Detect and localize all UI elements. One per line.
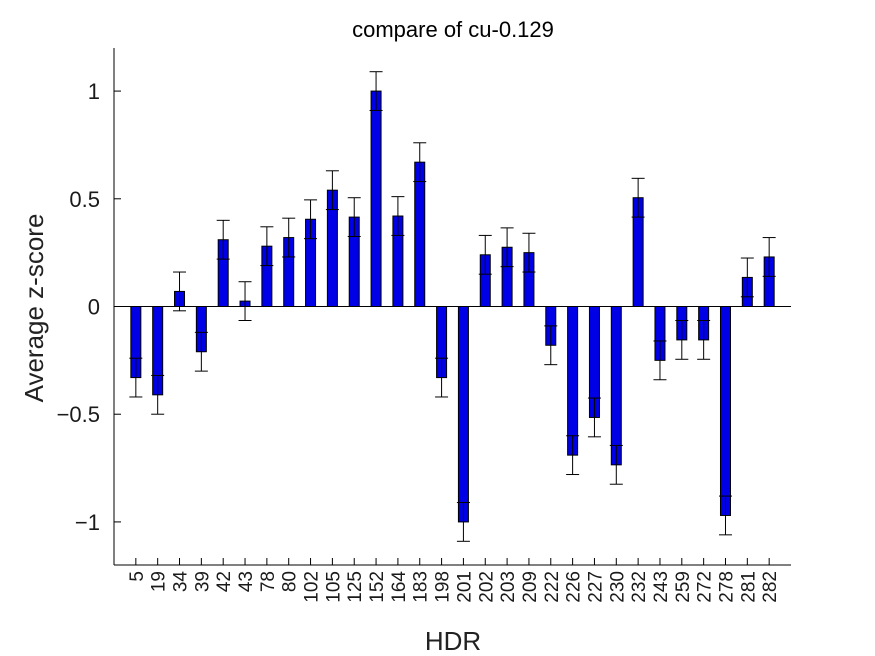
x-tick-label: 278 — [716, 571, 737, 603]
x-tick-label: 209 — [520, 571, 541, 603]
chart-title: compare of cu-0.129 — [352, 17, 554, 42]
x-tick-label: 102 — [302, 571, 323, 603]
x-tick-label: 80 — [280, 571, 301, 592]
x-tick-label: 272 — [695, 571, 716, 603]
x-tick-label: 183 — [411, 571, 432, 603]
y-tick-label: 1 — [88, 79, 100, 104]
bar — [719, 306, 731, 516]
bar — [457, 306, 469, 523]
bar — [610, 306, 622, 466]
x-tick-label: 227 — [585, 571, 606, 603]
x-tick-label: 259 — [673, 571, 694, 603]
x-tick-label: 19 — [149, 571, 170, 592]
x-tick-label: 201 — [454, 571, 475, 603]
x-tick-label: 232 — [629, 571, 650, 603]
axes — [113, 48, 791, 566]
x-tick-label: 39 — [192, 571, 213, 592]
y-axis-label: Average z-score — [19, 214, 49, 403]
x-tick-label: 105 — [323, 571, 344, 603]
x-tick-label: 203 — [498, 571, 519, 603]
y-tick-label: −1 — [75, 510, 100, 535]
x-axis-label: HDR — [425, 626, 481, 656]
x-tick-label: 152 — [367, 571, 388, 603]
x-tick-label: 222 — [542, 571, 563, 603]
y-tick-label: −0.5 — [57, 402, 100, 427]
x-tick-label: 281 — [738, 571, 759, 603]
x-tick-label: 125 — [345, 571, 366, 603]
bars — [129, 71, 776, 542]
x-tick-label: 230 — [607, 571, 628, 603]
x-tick-label: 198 — [433, 571, 454, 603]
x-tick-label: 78 — [258, 571, 279, 592]
x-tick-label: 226 — [564, 571, 585, 603]
bar — [414, 161, 426, 307]
tick-labels: −1 −0.5 0 0.5 1 5 19 34 39 42 43 78 80 102 105 125 152 16… — [57, 79, 782, 603]
x-tick-label: 42 — [214, 571, 235, 592]
x-tick-label: 282 — [760, 571, 781, 603]
bar — [370, 90, 382, 308]
x-tick-label: 34 — [171, 571, 192, 593]
x-tick-label: 164 — [389, 571, 410, 603]
y-tick-label: 0 — [88, 295, 100, 320]
y-tick-label: 0.5 — [69, 187, 100, 212]
x-tick-label: 243 — [651, 571, 672, 603]
x-tick-label: 5 — [127, 571, 148, 582]
bar — [567, 306, 579, 456]
x-tick-label: 43 — [236, 571, 257, 592]
x-tick-label: 202 — [476, 571, 497, 603]
